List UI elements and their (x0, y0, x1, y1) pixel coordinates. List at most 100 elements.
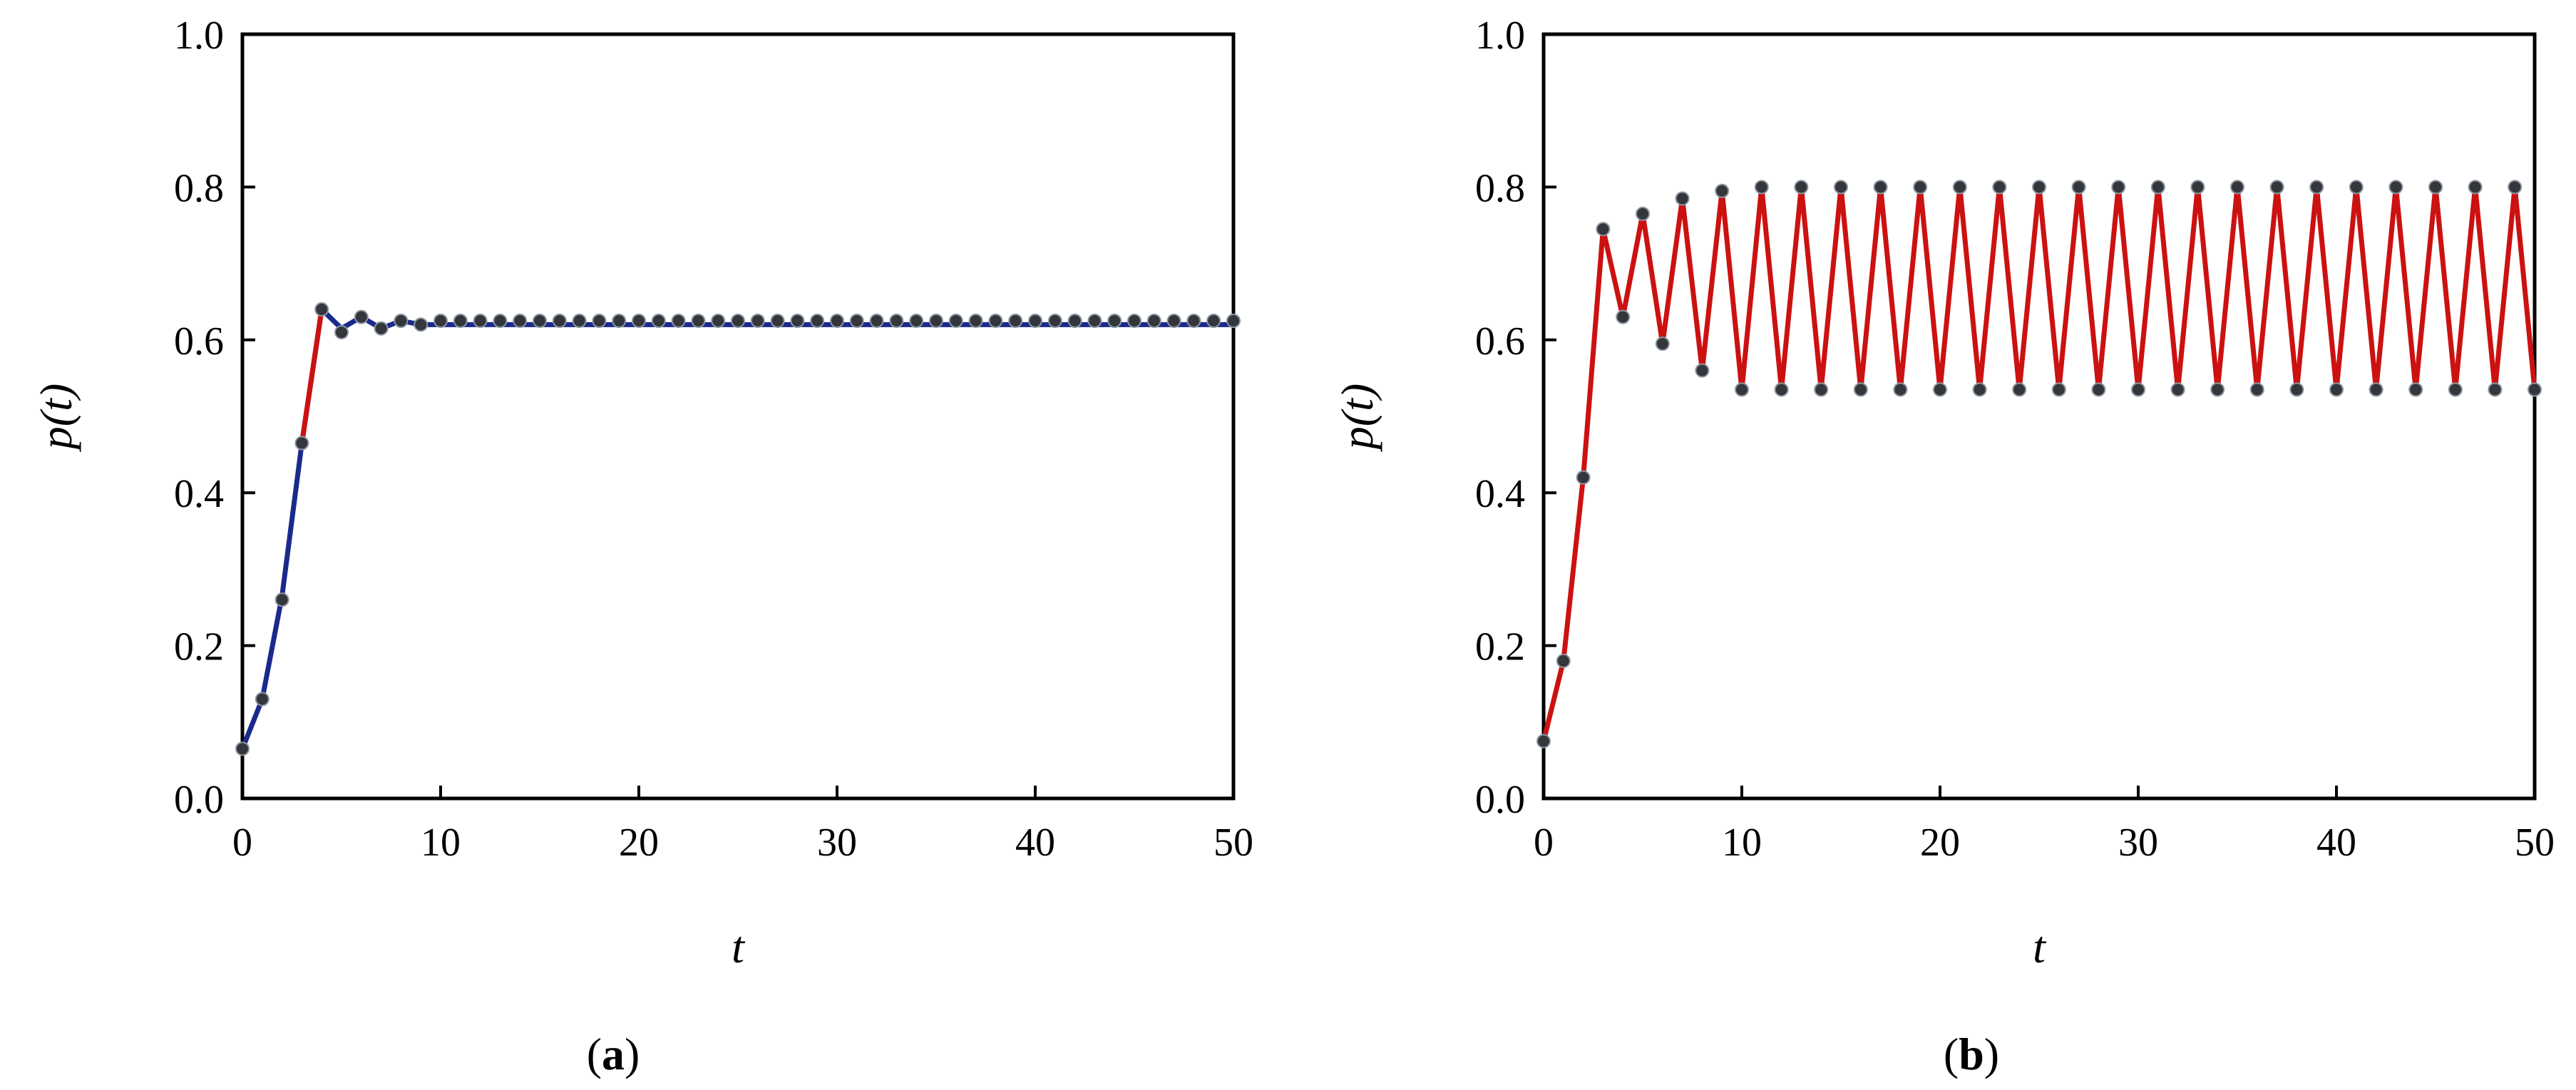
y-tick-label: 0.6 (1475, 319, 1525, 364)
data-point (572, 314, 587, 328)
data-point (1616, 309, 1631, 324)
data-point (988, 314, 1003, 328)
y-tick-label: 1.0 (174, 14, 224, 58)
data-point (314, 302, 329, 317)
x-tick-label: 40 (2316, 821, 2356, 865)
data-point (1834, 180, 1848, 195)
data-point (1556, 654, 1571, 669)
data-point (1754, 180, 1769, 195)
data-point (2012, 382, 2027, 397)
data-point (1814, 382, 1829, 397)
data-point (1536, 734, 1551, 749)
data-point (552, 314, 567, 328)
data-point (2190, 180, 2205, 195)
data-point (274, 592, 289, 607)
data-point (2528, 382, 2542, 397)
data-point (334, 325, 349, 340)
data-point (651, 314, 666, 328)
data-point (1107, 314, 1122, 328)
data-point (2448, 382, 2463, 397)
data-point (671, 314, 686, 328)
data-point (2131, 382, 2145, 397)
data-point (374, 321, 389, 336)
data-point (632, 314, 646, 328)
data-point (1735, 382, 1749, 397)
data-point (770, 314, 785, 328)
y-tick-label: 1.0 (1475, 14, 1525, 58)
data-point (2071, 180, 2086, 195)
y-tick-label: 0.4 (1475, 472, 1525, 516)
data-point (414, 317, 429, 332)
data-point (1715, 183, 1730, 198)
data-point (2329, 382, 2344, 397)
x-tick-label: 50 (2515, 821, 2555, 865)
x-tick-label: 50 (1213, 821, 1253, 865)
y-axis-title: p(t) (31, 384, 81, 452)
y-tick-label: 0.0 (174, 778, 224, 822)
data-point (1992, 180, 2007, 195)
data-point (235, 741, 250, 756)
data-point (294, 436, 309, 451)
data-point (1873, 180, 1888, 195)
data-point (453, 314, 468, 328)
data-point (1972, 382, 1987, 397)
y-tick-label: 0.2 (174, 625, 224, 669)
data-point (929, 314, 943, 328)
data-point (473, 314, 488, 328)
data-point (790, 314, 805, 328)
highlight-segment (299, 307, 324, 446)
data-point (513, 314, 528, 328)
data-point (909, 314, 924, 328)
data-point (1008, 314, 1023, 328)
data-point (968, 314, 983, 328)
data-point (1067, 314, 1082, 328)
y-tick-label: 0.8 (174, 166, 224, 210)
y-tick-label: 0.6 (174, 319, 224, 364)
data-point (2309, 180, 2324, 195)
data-point (1226, 314, 1241, 328)
data-point (849, 314, 864, 328)
data-point (533, 314, 547, 328)
data-point (691, 314, 706, 328)
data-point (731, 314, 745, 328)
data-point (2230, 180, 2244, 195)
data-point (1047, 314, 1062, 328)
data-point (2388, 180, 2403, 195)
data-point (750, 314, 765, 328)
data-point (2369, 382, 2383, 397)
y-axis-title: p(t) (1332, 384, 1382, 452)
data-point (869, 314, 884, 328)
data-point (2032, 180, 2046, 195)
data-point (1186, 314, 1201, 328)
data-point (830, 314, 844, 328)
data-point (1655, 336, 1670, 351)
data-point (1206, 314, 1221, 328)
data-point (1893, 382, 1908, 397)
x-tick-label: 40 (1015, 821, 1055, 865)
data-point (889, 314, 904, 328)
data-point (1028, 314, 1042, 328)
series-line (1541, 184, 2537, 744)
data-point (493, 314, 508, 328)
x-tick-label: 0 (232, 821, 252, 865)
x-tick-label: 20 (619, 821, 659, 865)
x-axis-title: t (2033, 922, 2047, 972)
data-point (433, 314, 448, 328)
data-point (612, 314, 627, 328)
data-point (2249, 382, 2264, 397)
data-point (1794, 180, 1809, 195)
data-point (1913, 180, 1928, 195)
data-point (592, 314, 607, 328)
data-point (394, 314, 409, 328)
data-point (1774, 382, 1789, 397)
data-point (2428, 180, 2443, 195)
data-point (1695, 363, 1710, 378)
data-point (1127, 314, 1141, 328)
x-tick-label: 30 (817, 821, 857, 865)
data-point (1675, 191, 1690, 206)
data-point (1853, 382, 1868, 397)
data-point (1952, 180, 1967, 195)
x-tick-label: 10 (1722, 821, 1762, 865)
